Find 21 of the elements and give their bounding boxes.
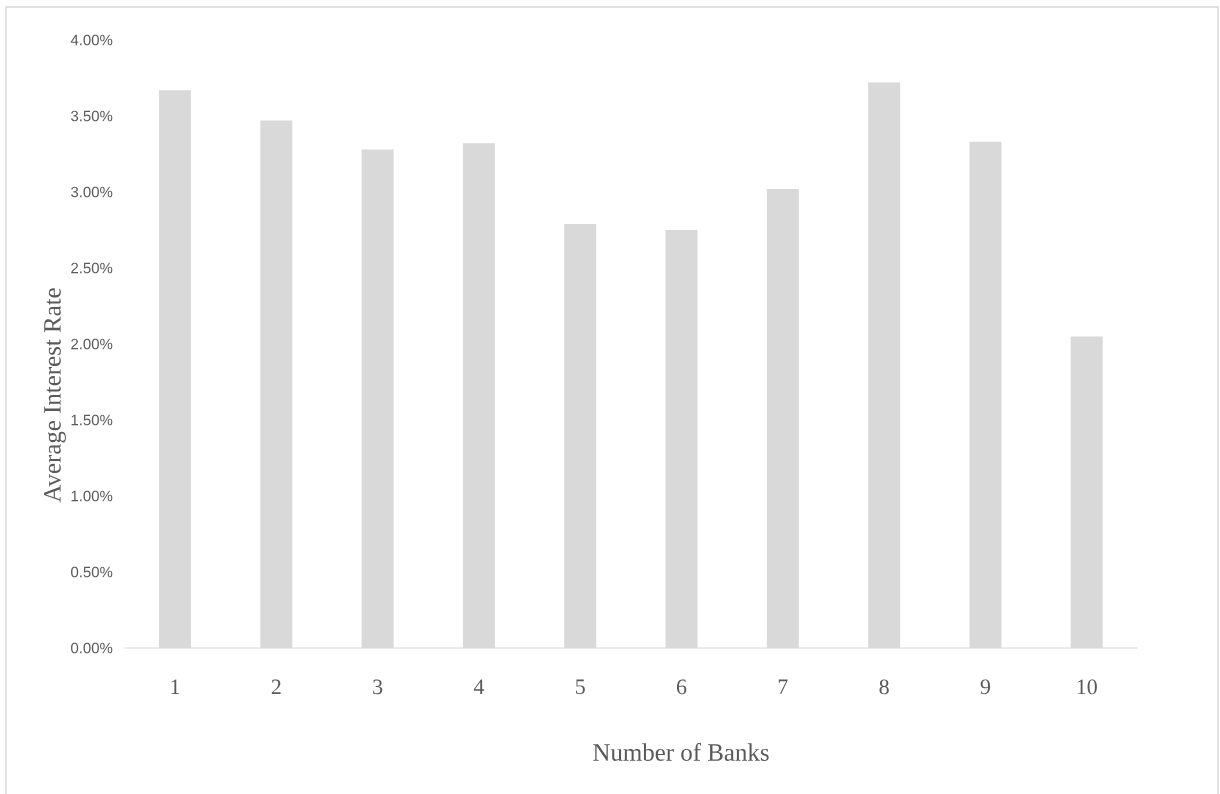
x-tick-label: 7 [778, 679, 788, 694]
x-tick-label: 4 [473, 679, 485, 694]
x-tick-label: 1 [171, 679, 180, 694]
y-tick-label: 3.00% [71, 186, 113, 198]
y-tick-label: 1.50% [71, 414, 113, 426]
y-tick-label: 1.00% [71, 490, 113, 502]
x-tick-label: 3 [373, 679, 383, 695]
x-tick-label: 9 [980, 679, 991, 695]
x-axis-title: Number of Banks [593, 743, 769, 761]
y-tick-label: 0.50% [71, 566, 113, 578]
y-tick-label: 2.50% [71, 262, 113, 274]
x-tick-label: 6 [676, 679, 687, 695]
x-tick-label: 5 [576, 679, 585, 695]
y-tick-label: 0.00% [71, 642, 113, 654]
y-tick-label: 3.50% [71, 110, 113, 122]
x-tick-label: 10 [1077, 679, 1097, 695]
x-tick-label: 2 [271, 679, 281, 695]
y-tick-label: 4.00% [70, 34, 113, 46]
y-axis-title: Average Interest Rate [44, 288, 66, 503]
y-tick-label: 2.00% [71, 338, 113, 350]
x-tick-label: 8 [879, 679, 889, 695]
